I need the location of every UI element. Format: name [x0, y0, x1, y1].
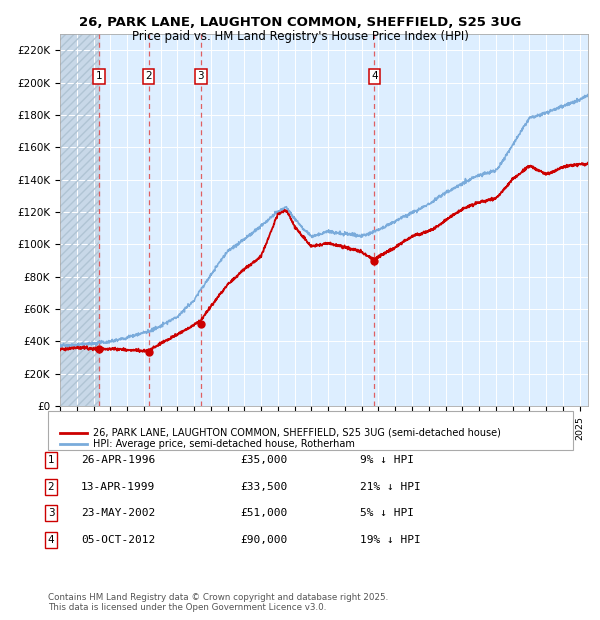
- Text: 4: 4: [47, 535, 55, 545]
- Text: £90,000: £90,000: [240, 535, 287, 545]
- Text: 13-APR-1999: 13-APR-1999: [81, 482, 155, 492]
- Text: 2: 2: [145, 71, 152, 81]
- Text: Price paid vs. HM Land Registry's House Price Index (HPI): Price paid vs. HM Land Registry's House …: [131, 30, 469, 43]
- Text: £35,000: £35,000: [240, 455, 287, 465]
- Text: 3: 3: [197, 71, 204, 81]
- Bar: [60, 34, 99, 406]
- Text: 26, PARK LANE, LAUGHTON COMMON, SHEFFIELD, S25 3UG: 26, PARK LANE, LAUGHTON COMMON, SHEFFIEL…: [79, 16, 521, 29]
- Bar: [60, 34, 99, 406]
- Text: 26, PARK LANE, LAUGHTON COMMON, SHEFFIELD, S25 3UG (semi-detached house): 26, PARK LANE, LAUGHTON COMMON, SHEFFIEL…: [93, 428, 501, 438]
- Text: 9% ↓ HPI: 9% ↓ HPI: [360, 455, 414, 465]
- Text: 23-MAY-2002: 23-MAY-2002: [81, 508, 155, 518]
- Text: HPI: Average price, semi-detached house, Rotherham: HPI: Average price, semi-detached house,…: [93, 439, 355, 449]
- Text: 3: 3: [47, 508, 55, 518]
- Text: 19% ↓ HPI: 19% ↓ HPI: [360, 535, 421, 545]
- Text: 1: 1: [47, 455, 55, 465]
- Text: Contains HM Land Registry data © Crown copyright and database right 2025.
This d: Contains HM Land Registry data © Crown c…: [48, 593, 388, 612]
- Text: £51,000: £51,000: [240, 508, 287, 518]
- Text: 4: 4: [371, 71, 378, 81]
- Text: 21% ↓ HPI: 21% ↓ HPI: [360, 482, 421, 492]
- Text: 2: 2: [47, 482, 55, 492]
- Text: 26-APR-1996: 26-APR-1996: [81, 455, 155, 465]
- Text: 05-OCT-2012: 05-OCT-2012: [81, 535, 155, 545]
- Text: 1: 1: [95, 71, 102, 81]
- Text: 5% ↓ HPI: 5% ↓ HPI: [360, 508, 414, 518]
- Text: £33,500: £33,500: [240, 482, 287, 492]
